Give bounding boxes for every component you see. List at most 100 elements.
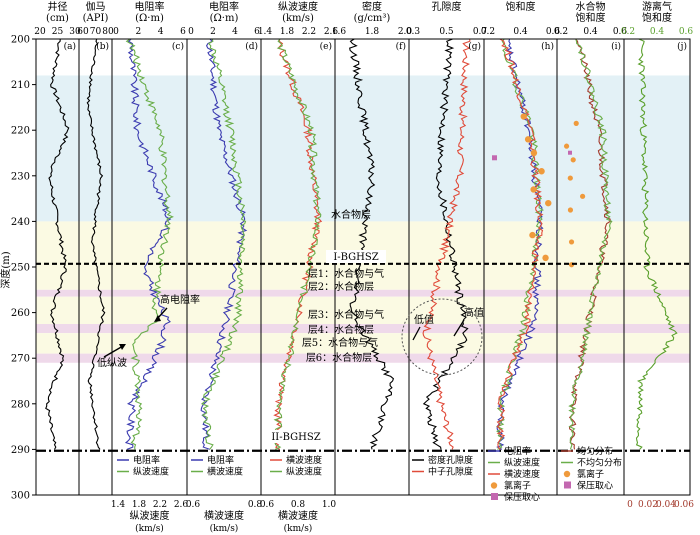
depth-tick-label: 260	[11, 308, 30, 319]
top-tick-label: 4	[232, 27, 238, 37]
top-tick-label: 1.6	[332, 27, 347, 37]
legend-label: 纵波速度	[286, 466, 322, 478]
track-letter: (j)	[677, 41, 687, 52]
arrow-head	[119, 344, 126, 350]
bottom-tick-label: 0.8	[291, 500, 306, 510]
top-tick-label: 2.2	[302, 27, 316, 37]
series-line	[496, 38, 544, 450]
pressure-core-point	[568, 150, 572, 155]
track-subtitle: (cm)	[46, 13, 69, 24]
top-tick-label: 25	[52, 27, 64, 37]
bottom-axis-unit: (km/s)	[284, 523, 313, 534]
top-tick-label: 6	[254, 27, 260, 37]
pressure-core-point	[492, 155, 497, 161]
chloride-point	[580, 193, 586, 199]
track-title: 井径	[48, 0, 68, 13]
top-tick-label: 0.6	[613, 27, 628, 37]
chloride-point	[545, 199, 552, 207]
legend-label: 氯离子	[504, 480, 531, 492]
pointer-arrow	[412, 326, 421, 341]
annotation-text: 高电阻率	[160, 293, 200, 306]
top-tick-label: 0.2	[481, 27, 495, 37]
track-title: 孔隙度	[432, 0, 462, 13]
annotation-text: 层5：水合物与气	[302, 336, 378, 349]
label-background	[266, 430, 326, 443]
annotation-text: 层3：水合物与气	[308, 308, 384, 321]
zone-band	[36, 289, 690, 297]
bottom-tick-label: 0.04	[656, 500, 676, 510]
track-frames: 井径(cm)20 25 30(a)伽马(API)60 70 80(b)电阻率(Ω·m)0…	[34, 0, 694, 534]
legend-label: 纵波速度	[504, 457, 540, 469]
top-tick-label: 4	[158, 27, 164, 37]
bottom-tick-label: 2.6	[174, 500, 189, 510]
top-tick-label: 6	[180, 27, 186, 37]
top-tick-label: 0.4	[650, 27, 665, 37]
top-tick-label: 0.4	[513, 27, 528, 37]
boundary-lines	[36, 262, 690, 452]
legends: 电阻率纵波速度电阻率横波速度横波速度纵波速度密度孔隙度中子孔隙度电阻率纵波速度横…	[117, 445, 622, 503]
track-letter: (f)	[396, 41, 406, 52]
track-subtitle: (Ω·m)	[135, 13, 164, 24]
series-line	[496, 38, 544, 450]
annotation-text: 层4：水合物层	[308, 323, 374, 336]
bottom-tick-label: 1.0	[322, 500, 337, 510]
chloride-point	[530, 186, 537, 193]
chloride-point	[524, 136, 532, 143]
track-subtitle: 饱和度	[576, 11, 606, 24]
top-tick-label: 0.7	[473, 27, 488, 37]
top-tick-label: 80	[102, 27, 114, 37]
track-subtitle: 饱和度	[642, 11, 672, 24]
track-subtitle: (km/s)	[282, 13, 314, 24]
track-title: 伽马	[86, 0, 106, 13]
bottom-tick-label: 0.6	[186, 500, 201, 510]
arrow-head	[154, 315, 161, 322]
bottom-axis-label: 纵波速度	[130, 509, 170, 522]
legend-label: 均匀分布	[577, 445, 613, 457]
depth-axis: 200 210 220 230 240 250 260 270 280 290 300 深度(m)	[0, 35, 36, 502]
legend-label: 氯离子	[577, 468, 604, 480]
top-tick-label: 0.2	[554, 27, 568, 37]
annotation-text: 水合物层	[331, 208, 371, 221]
depth-tick-label: 280	[11, 399, 30, 410]
top-tick-label: 1.4	[258, 27, 273, 37]
chloride-point	[570, 157, 576, 163]
series-line	[86, 38, 106, 450]
top-tick-label: 60	[77, 27, 89, 37]
zone-band	[36, 353, 690, 363]
series-line	[349, 38, 395, 450]
annotation-text: 低纵波	[97, 356, 127, 369]
chloride-point	[538, 168, 545, 175]
bottom-tick-label: 0	[627, 500, 633, 510]
series-line	[568, 38, 613, 450]
bottom-tick-label: 0.6	[260, 500, 275, 510]
chloride-point	[529, 231, 536, 239]
chloride-point	[542, 254, 549, 262]
track-letter: (g)	[468, 41, 481, 52]
track-title: 电阻率	[209, 0, 239, 13]
track-letter: (a)	[64, 41, 76, 52]
chloride-point	[573, 120, 579, 126]
annotation-text: 高值	[464, 306, 484, 319]
legend-swatch	[563, 470, 571, 478]
series-line	[124, 38, 172, 450]
annotation-text: II-BGHSZ	[271, 432, 320, 443]
zone-band	[36, 296, 690, 324]
legend-swatch	[564, 481, 571, 489]
depth-tick-label: 300	[11, 491, 30, 502]
annotations: 水合物层 I-BGHSZ 层1：水合物与气层2：水合物层层3：水合物与气层4：水合物…	[97, 208, 484, 443]
top-tick-label: 0.5	[439, 27, 454, 37]
series-line	[422, 38, 469, 450]
track-subtitle: (Ω·m)	[210, 13, 239, 24]
series-line	[45, 38, 70, 450]
legend-label: 横波速度	[286, 454, 322, 466]
legend-label: 保压取心	[504, 491, 540, 503]
top-tick-label: 20	[34, 27, 46, 37]
chloride-point	[520, 113, 527, 120]
top-tick-label: 70	[90, 27, 102, 37]
legend-label: 密度孔隙度	[428, 454, 473, 466]
pointer-arrow	[453, 319, 465, 337]
track-subtitle: (API)	[83, 13, 109, 24]
bottom-axis-unit: (km/s)	[135, 523, 164, 534]
top-tick-label: 0.6	[546, 27, 561, 37]
depth-tick-label: 220	[11, 126, 30, 137]
